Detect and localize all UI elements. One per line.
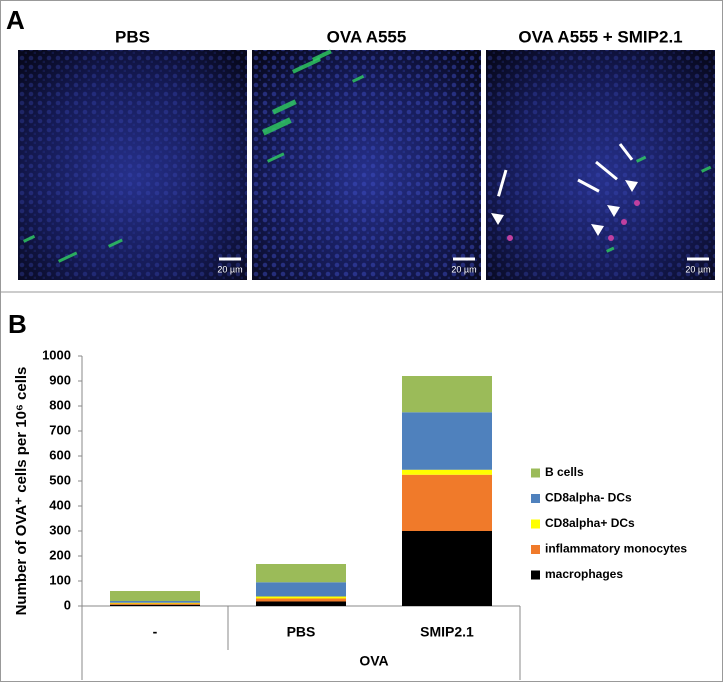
panel-label: A <box>6 5 25 35</box>
bar-segment <box>256 601 346 606</box>
scale-bar-label: 20 µm <box>685 264 710 274</box>
fluorescence <box>108 238 123 248</box>
ova-signal <box>608 235 614 241</box>
fluorescence <box>262 117 292 136</box>
ova-signal <box>507 235 513 241</box>
y-tick-label: 1000 <box>42 347 71 362</box>
arrow <box>497 169 508 197</box>
legend-swatch <box>531 468 540 478</box>
micrographs: PBS 20 µm OVA A555 20 µm OVA A555 + SMIP2.1 2… <box>18 27 715 280</box>
fluorescence <box>701 165 712 173</box>
y-tick-label: 600 <box>49 447 71 462</box>
y-tick-label: 200 <box>49 547 71 562</box>
bar-segment <box>402 469 492 475</box>
fluorescence <box>23 234 36 243</box>
y-tick-label: 300 <box>49 522 71 537</box>
fluorescence <box>352 74 365 83</box>
fluorescence <box>58 251 78 263</box>
scale-bar-label: 20 µm <box>217 264 242 274</box>
y-tick-label: 900 <box>49 372 71 387</box>
fluorescence <box>312 49 332 62</box>
x-tick-label: PBS <box>287 624 316 640</box>
legend-label: B cells <box>545 465 584 479</box>
image-title: OVA A555 + SMIP2.1 <box>518 27 682 46</box>
y-tick-label: 0 <box>64 597 71 612</box>
y-axis-label: Number of OVA⁺ cells per 10⁶ cells <box>13 367 30 616</box>
bar-segment <box>402 376 492 413</box>
image-title: PBS <box>115 27 150 46</box>
x-tick-label: SMIP2.1 <box>420 624 474 640</box>
y-tick-label: 700 <box>49 422 71 437</box>
fluorescence <box>272 99 297 115</box>
arrow <box>577 178 600 193</box>
bar-segment <box>256 582 346 597</box>
fluorescence <box>635 155 647 163</box>
legend-label: inflammatory monocytes <box>545 542 687 556</box>
x-tick-label: - <box>153 624 158 640</box>
arrow-head <box>591 224 604 236</box>
bar-segment <box>402 412 492 470</box>
bar-segment <box>256 564 346 583</box>
x-group-label: OVA <box>359 653 388 669</box>
ova-signal <box>634 200 640 206</box>
micrograph-texture <box>252 50 481 280</box>
arrow <box>595 160 618 181</box>
fluorescence <box>267 152 285 163</box>
y-tick-label: 800 <box>49 397 71 412</box>
legend-swatch <box>531 545 540 554</box>
bar-segment <box>110 602 200 604</box>
bar-segment <box>402 531 492 606</box>
y-tick-label: 400 <box>49 497 71 512</box>
chart: Number of OVA⁺ cells per 10⁶ cells 0 100 20… <box>13 347 687 680</box>
bar-segment <box>110 603 200 605</box>
micrograph-texture <box>18 50 247 280</box>
bar-segment <box>110 604 200 606</box>
arrow <box>618 143 634 161</box>
bar-segment <box>256 598 346 602</box>
scale-bar-label: 20 µm <box>451 264 476 274</box>
arrow-head <box>491 213 504 225</box>
bar-segment <box>256 596 346 599</box>
bar-segment <box>110 591 200 601</box>
panel-label: B <box>8 309 27 339</box>
arrow-head <box>607 205 620 217</box>
y-tick-label: 100 <box>49 572 71 587</box>
legend-label: CD8alpha- DCs <box>545 491 632 505</box>
ova-signal <box>621 219 627 225</box>
legend-swatch <box>531 570 540 580</box>
legend-label: macrophages <box>545 567 623 581</box>
arrow-head <box>625 180 638 192</box>
legend-swatch <box>531 494 540 503</box>
image-title: OVA A555 <box>327 27 407 46</box>
fluorescence <box>606 246 615 253</box>
bar-segment <box>402 474 492 531</box>
bar-segment <box>110 601 200 603</box>
legend-label: CD8alpha+ DCs <box>545 516 635 530</box>
y-tick-label: 500 <box>49 472 71 487</box>
legend-swatch <box>531 519 540 529</box>
